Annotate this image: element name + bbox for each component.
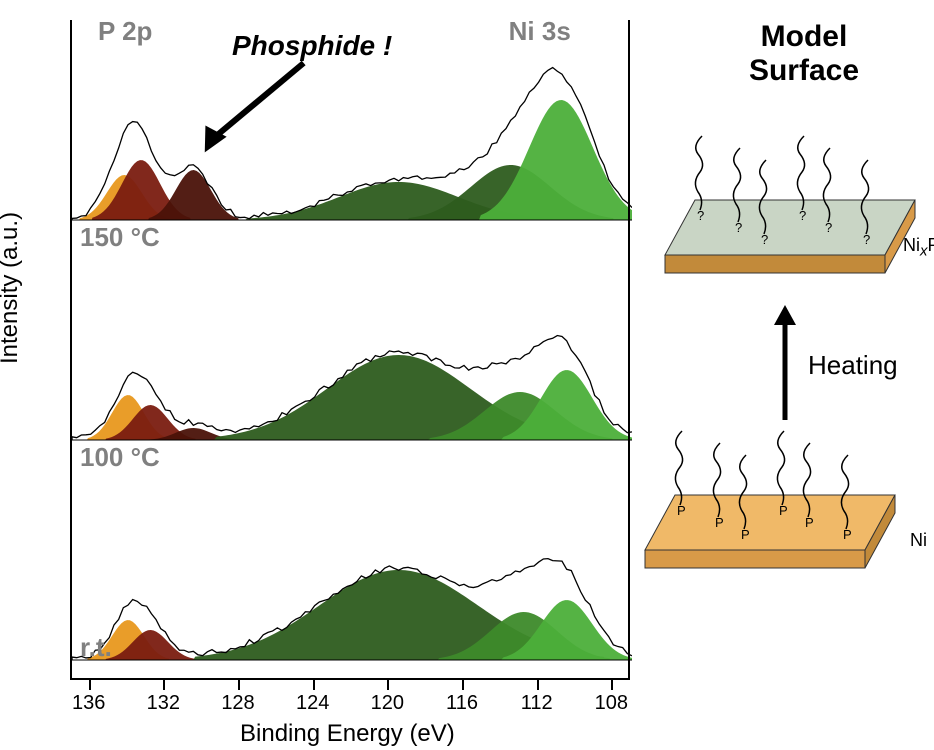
svg-text:?: ? bbox=[761, 232, 768, 247]
svg-text:?: ? bbox=[825, 220, 832, 235]
svg-text:P: P bbox=[843, 527, 852, 542]
substrate-top: ?????? NixPy bbox=[665, 200, 934, 378]
substrate-label: NixPy bbox=[903, 235, 934, 260]
svg-text:P: P bbox=[677, 503, 686, 518]
y-axis-label: Intensity (a.u.) bbox=[0, 212, 24, 364]
spectrum-0: 150 °C bbox=[72, 20, 630, 240]
temperature-label: r.t. bbox=[80, 632, 112, 663]
svg-text:?: ? bbox=[863, 232, 870, 247]
x-axis-ticks: 136132128124120116112108 bbox=[70, 680, 630, 720]
svg-text:?: ? bbox=[735, 220, 742, 235]
svg-text:P: P bbox=[741, 527, 750, 542]
svg-text:P: P bbox=[715, 515, 724, 530]
chart-area: P 2p Ni 3s Phosphide ! 150 °C100 °Cr.t. bbox=[70, 20, 630, 680]
substrate-bottom: P P P P P P Ni bbox=[645, 495, 925, 673]
svg-text:?: ? bbox=[799, 208, 806, 223]
model-title: Model Surface bbox=[704, 20, 904, 88]
svg-text:?: ? bbox=[697, 208, 704, 223]
svg-text:P: P bbox=[779, 503, 788, 518]
x-axis-label: Binding Energy (eV) bbox=[240, 720, 455, 748]
substrate-label: Ni bbox=[910, 530, 927, 551]
svg-text:P: P bbox=[805, 515, 814, 530]
spectrum-2: r.t. bbox=[72, 460, 630, 680]
spectrum-1: 100 °C bbox=[72, 240, 630, 460]
